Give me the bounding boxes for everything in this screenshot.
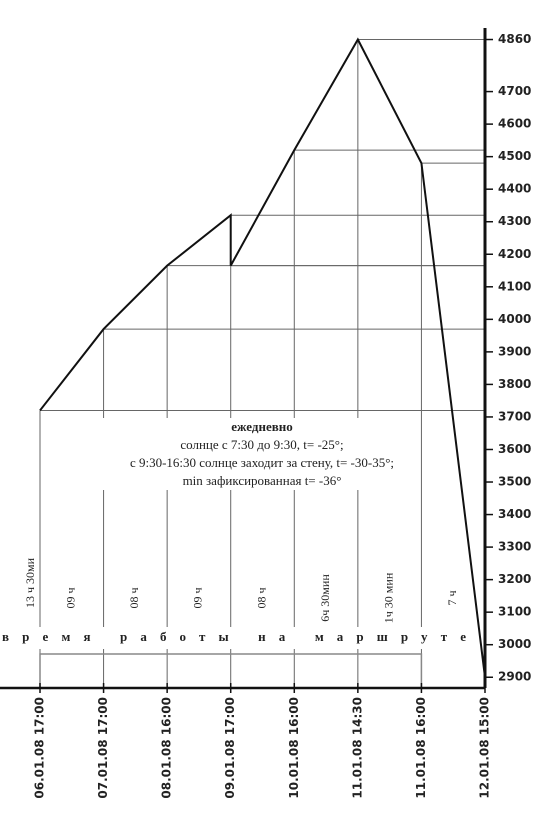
y-tick-label: 4300: [498, 214, 531, 228]
y-tick-label: 4000: [498, 312, 531, 326]
note-bg: [60, 418, 405, 490]
note-line: солнце с 7:30 до 9:30, t= -25°;: [180, 437, 343, 452]
note-heading: ежедневно: [231, 419, 292, 434]
band-bg: [0, 627, 483, 649]
x-tick-label: 09.01.08 17:00: [223, 697, 237, 799]
band-label: время работы на маршруте: [2, 629, 479, 644]
y-tick-label: 3800: [498, 377, 531, 391]
y-tick-label: 3400: [498, 507, 531, 521]
duration-label: 08 ч: [127, 587, 141, 608]
x-tick-label: 11.01.08 16:00: [414, 697, 428, 799]
y-tick-label: 3700: [498, 409, 531, 423]
y-tick-label: 4200: [498, 247, 531, 261]
y-tick-label: 4400: [498, 182, 531, 196]
y-tick-label: 4100: [498, 279, 531, 293]
duration-label: 1ч 30 мин: [381, 572, 395, 623]
x-tick-label: 06.01.08 17:00: [33, 697, 47, 799]
duration-label: 7 ч: [445, 590, 459, 605]
duration-label: 6ч 30мин: [318, 574, 332, 622]
duration-label: 09 ч: [191, 587, 205, 608]
duration-label: 08 ч: [254, 587, 268, 608]
altitude-line: [39, 37, 486, 678]
y-tick-label: 4600: [498, 117, 531, 131]
y-tick-label: 4700: [498, 84, 531, 98]
y-tick-label: 2900: [498, 670, 531, 684]
y-tick-label: 3500: [498, 475, 531, 489]
y-tick-label: 4500: [498, 149, 531, 163]
y-tick-label: 3000: [498, 637, 531, 651]
x-tick-label: 12.01.08 15:00: [478, 697, 492, 799]
y-tick-label: 3900: [498, 344, 531, 358]
x-tick-label: 08.01.08 16:00: [160, 697, 174, 799]
x-tick-label: 07.01.08 17:00: [96, 697, 110, 799]
note-line: с 9:30-16:30 солнце заходит за стену, t=…: [130, 455, 394, 470]
band-bracket: [39, 653, 423, 688]
x-tick-label: 10.01.08 16:00: [287, 697, 301, 799]
y-tick-label: 3300: [498, 540, 531, 554]
y-tick-label: 3100: [498, 605, 531, 619]
note-line: min зафиксированная t= -36°: [183, 473, 342, 488]
y-tick-label: 3600: [498, 442, 531, 456]
y-tick-label: 4860: [498, 32, 531, 46]
duration-label: 09 ч: [64, 587, 78, 608]
duration-label: 13 ч 30ми: [23, 557, 37, 608]
y-tick-label: 3200: [498, 572, 531, 586]
x-tick-label: 11.01.08 14:30: [350, 697, 364, 799]
